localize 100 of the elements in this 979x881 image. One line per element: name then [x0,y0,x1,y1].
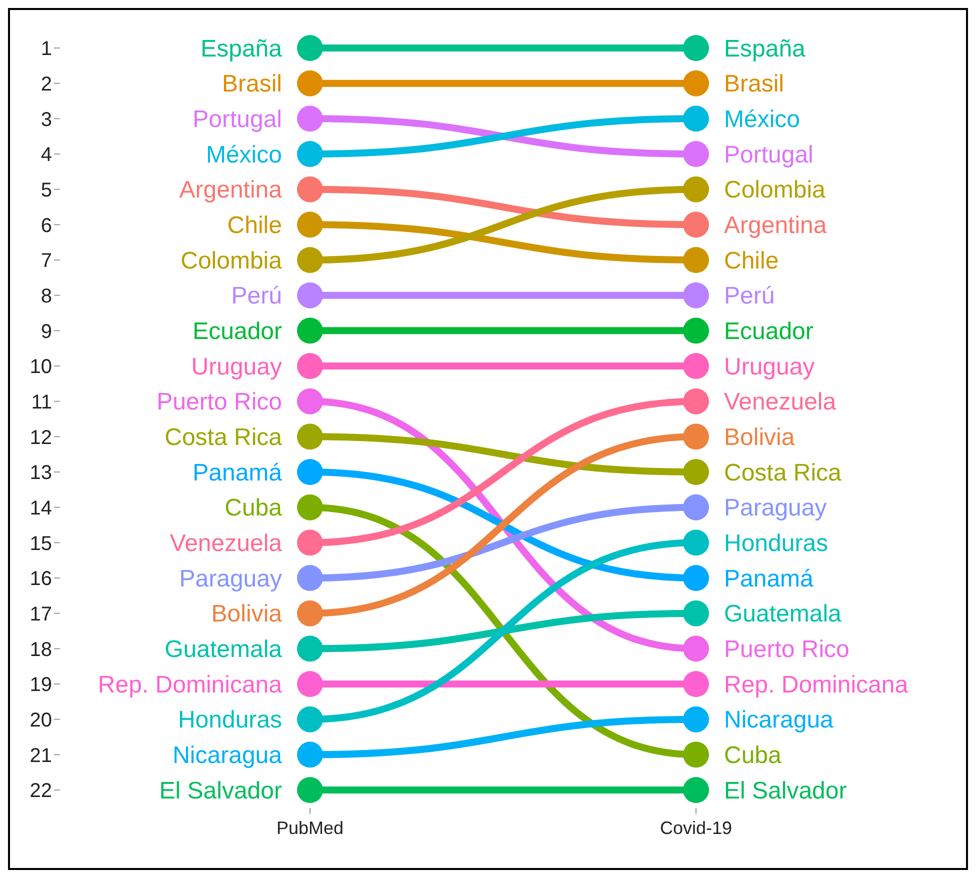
point [297,706,323,732]
series-label: Paraguay [724,494,827,522]
text: Colombia [180,247,282,274]
y-tick-label: 21 [30,744,52,767]
series-label: Costa Rica [724,459,842,486]
text: Ecuador [192,318,282,346]
y-tick-label: 2 [40,73,52,96]
y-tick-label: 19 [30,674,52,696]
point [297,70,323,96]
y-tick-label: 14 [30,497,52,520]
point [683,742,709,768]
point [683,777,709,803]
point [683,671,709,697]
series-label: Perú [724,282,775,310]
y-tick-label: 5 [40,179,52,202]
series-label: España [724,35,806,62]
text: España [200,35,282,62]
point [683,35,709,61]
point [297,35,323,61]
point [683,212,709,238]
point [683,353,709,379]
text: Cuba [224,494,282,522]
point [297,459,323,485]
point [683,70,709,96]
point [297,671,323,697]
y-tick-label: 7 [40,250,52,272]
point [683,106,709,132]
y-tick-label: 18 [30,638,52,661]
point [297,141,323,167]
point [297,388,323,414]
series-label: Colombia [724,176,826,204]
point [683,565,709,591]
point [297,318,323,344]
series-label: Bolivia [724,424,796,452]
point [683,141,709,167]
y-tick-label: 6 [40,214,52,237]
y-tick-label: 8 [40,285,52,308]
series-label: Rep. Dominicana [724,671,909,698]
text: Argentina [179,176,282,204]
text: Panamá [192,459,282,486]
text: Brasil [222,70,282,98]
text: Costa Rica [164,424,282,452]
text: Venezuela [170,530,282,558]
point [683,530,709,556]
point [683,424,709,450]
point [683,494,709,520]
series-label: Uruguay [724,353,815,380]
text: México [206,141,282,168]
point [683,600,709,626]
series-label: Puerto Rico [724,636,850,664]
text: Perú [231,282,282,310]
y-tick-label: 17 [30,603,52,626]
point [297,777,323,803]
text: Bolivia [211,600,282,628]
y-tick-label: 20 [30,709,52,732]
point [683,388,709,414]
point [297,530,323,556]
text: Honduras [178,706,282,734]
y-tick-label: 22 [30,780,52,802]
point [683,636,709,662]
text: Guatemala [164,636,282,664]
series-label: Portugal [724,141,814,168]
text: Uruguay [191,353,282,380]
point [297,494,323,520]
series-label: Panamá [724,565,814,592]
point [297,176,323,202]
point [683,318,709,344]
series-label: México [724,106,800,134]
point [297,106,323,132]
y-tick-label: 12 [30,426,52,449]
y-tick-label: 11 [31,391,52,414]
point [297,282,323,308]
text: Nicaragua [172,742,282,770]
text: Chile [227,212,282,240]
series-label: El Salvador [724,777,847,804]
y-tick-label: 15 [30,532,52,555]
y-tick-label: 1 [40,38,52,60]
text: Portugal [192,106,282,134]
point [297,212,323,238]
series-label: Brasil [724,70,784,98]
series-label: Cuba [724,742,782,770]
series-label: Guatemala [724,600,842,628]
point [683,459,709,485]
text: El Salvador [159,777,282,804]
text: Rep. Dominicana [98,671,282,698]
point [297,742,323,768]
y-tick-label: 9 [40,320,52,343]
y-tick-label: 4 [40,144,52,166]
series-label: Ecuador [724,318,814,346]
x-tick-label: Covid-19 [660,818,732,838]
point [297,247,323,273]
x-tick-label: PubMed [276,818,344,838]
point [297,636,323,662]
point [683,176,709,202]
point [297,600,323,626]
series-label: Chile [724,247,779,274]
series-label: Argentina [724,212,828,240]
series-label: Honduras [724,530,828,558]
point [297,565,323,591]
series-label: Nicaragua [724,706,834,734]
